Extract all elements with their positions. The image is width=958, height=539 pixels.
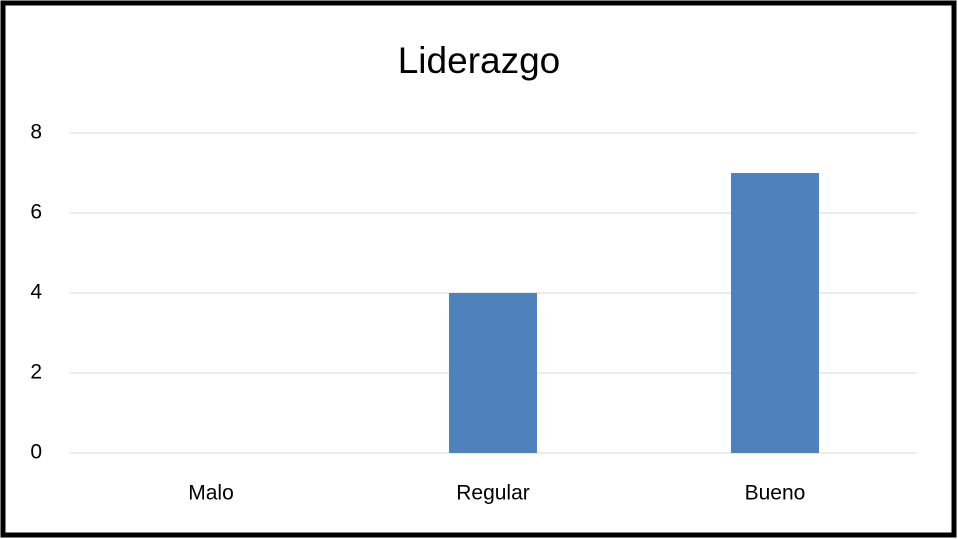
chart-title: Liderazgo xyxy=(398,40,561,81)
bar xyxy=(449,293,537,453)
y-tick-label: 8 xyxy=(30,121,42,144)
y-tick-label: 6 xyxy=(30,201,42,224)
x-tick-label: Bueno xyxy=(745,482,806,505)
y-tick-label: 4 xyxy=(30,281,42,304)
x-tick-label: Regular xyxy=(456,482,530,505)
y-tick-label: 2 xyxy=(30,361,42,384)
bar xyxy=(731,173,819,453)
x-tick-label: Malo xyxy=(188,482,234,505)
y-tick-label: 0 xyxy=(30,441,42,464)
